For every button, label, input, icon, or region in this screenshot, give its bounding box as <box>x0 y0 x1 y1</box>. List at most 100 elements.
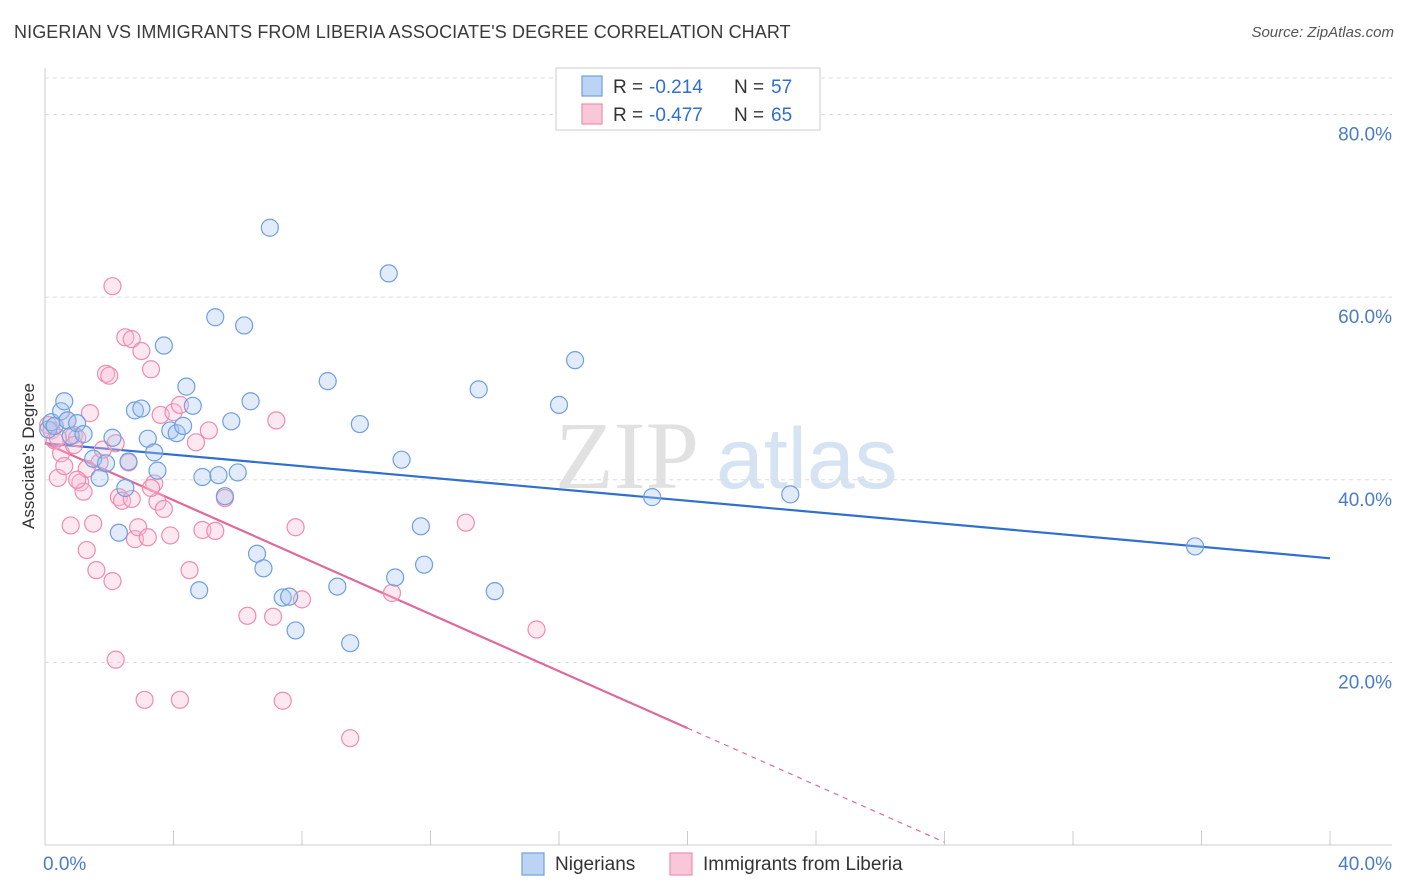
nigerian-point <box>109 523 128 542</box>
y-tick-labels: 20.0% 40.0% 60.0% 80.0% <box>1338 125 1392 694</box>
liberia-point <box>186 433 206 452</box>
nigerian-point <box>132 399 151 418</box>
liberia-point <box>77 540 96 560</box>
nigerian-point <box>350 414 369 434</box>
nigerian-point <box>119 452 138 471</box>
bottom-legend-liberia: Immigrants from Liberia <box>703 854 903 875</box>
nigerians-trendline <box>44 442 1331 560</box>
nigerian-point <box>125 401 145 420</box>
y-tick-label: 40.0% <box>1338 490 1392 511</box>
liberia-point <box>161 526 180 545</box>
liberia-point <box>170 690 190 709</box>
trendlines <box>44 442 1331 843</box>
nigerian-point <box>469 380 488 399</box>
liberia-point <box>164 403 183 422</box>
nigerian-point <box>222 412 241 431</box>
liberia-point <box>96 364 116 383</box>
nigerian-point <box>549 395 569 414</box>
liberia-point <box>122 330 141 349</box>
bottom-legend-swatch-liberia <box>669 852 693 876</box>
nigerian-point <box>190 581 209 600</box>
nigerian-point <box>193 467 212 487</box>
liberia-point <box>141 360 161 379</box>
nigerian-point <box>386 568 405 587</box>
liberia-point <box>267 411 286 430</box>
y-tick-label: 20.0% <box>1338 672 1392 693</box>
nigerian-point <box>286 621 305 640</box>
liberia-point <box>273 691 292 710</box>
liberia-point <box>154 499 173 519</box>
liberia-point <box>39 415 58 435</box>
liberia-point <box>116 328 135 347</box>
nigerian-point <box>411 517 430 536</box>
liberia-point <box>138 528 157 547</box>
nigerian-point <box>116 478 135 498</box>
liberia-point <box>132 341 151 361</box>
liberia-point <box>135 690 154 709</box>
liberia-point <box>141 478 161 498</box>
axes <box>44 68 1392 846</box>
nigerian-point <box>254 559 273 578</box>
nigerian-point <box>215 487 234 506</box>
liberia-point <box>193 520 212 540</box>
nigerian-point <box>209 466 228 485</box>
nigerian-point <box>643 488 662 507</box>
liberia-point <box>206 521 225 540</box>
legend-r-value-2: -0.477 <box>649 105 703 126</box>
legend-n-value-1: 57 <box>771 77 792 98</box>
nigerian-point <box>392 450 411 469</box>
nigerian-point <box>565 351 585 370</box>
nigerian-point <box>318 372 337 391</box>
liberia-point <box>382 583 402 603</box>
liberia-point <box>286 518 305 537</box>
x-tick-label: 0.0% <box>43 854 86 875</box>
liberia-point <box>170 395 190 414</box>
y-tick-label: 60.0% <box>1338 307 1392 328</box>
nigerian-point <box>379 264 398 283</box>
liberia-trendline-extension <box>687 727 945 843</box>
liberia-point <box>527 620 546 639</box>
legend: R = -0.214 N = 57 R = -0.477 N = 65 <box>555 67 821 131</box>
liberia-point <box>84 514 103 533</box>
legend-n-label-1: N = <box>734 77 764 98</box>
bottom-legend-swatch-nigerians <box>521 852 545 876</box>
nigerian-point <box>328 577 347 596</box>
liberia-point <box>68 470 87 489</box>
nigerian-point <box>51 402 71 421</box>
liberia-point <box>100 366 119 385</box>
nigerian-point <box>96 454 116 473</box>
nigerian-point <box>145 443 164 462</box>
chart-title: NIGERIAN VS IMMIGRANTS FROM LIBERIA ASSO… <box>14 22 791 42</box>
y-axis-label: Associate's Degree <box>19 383 38 529</box>
liberia-point <box>106 650 125 669</box>
nigerian-point <box>341 634 360 653</box>
liberia-point <box>341 729 360 748</box>
bottom-legend: Nigerians Immigrants from Liberia <box>521 852 903 876</box>
nigerian-point <box>273 588 292 607</box>
nigerian-point <box>183 396 202 415</box>
nigerian-point <box>206 308 225 327</box>
liberia-trendline <box>44 442 688 730</box>
nigerian-point <box>260 218 279 237</box>
liberia-point <box>61 516 80 535</box>
liberia-point <box>199 421 218 440</box>
nigerian-point <box>68 414 87 433</box>
nigerian-point <box>154 336 173 355</box>
liberia-point <box>80 404 100 423</box>
nigerian-point <box>148 461 167 480</box>
data-points <box>39 218 1205 748</box>
nigerian-point <box>781 485 800 504</box>
liberia-point <box>103 277 122 296</box>
liberia-point <box>87 561 106 580</box>
nigerian-point <box>103 428 122 447</box>
watermark-atlas: atlas <box>716 411 898 507</box>
liberia-point <box>263 607 283 626</box>
liberia-point <box>122 489 141 509</box>
nigerian-point <box>74 425 93 444</box>
nigerian-point <box>280 587 299 606</box>
x-tick-labels: 0.0% 40.0% <box>43 854 1392 875</box>
source-note: Source: ZipAtlas.com <box>1251 24 1394 41</box>
liberia-point <box>180 561 199 580</box>
bottom-legend-nigerians: Nigerians <box>555 854 635 875</box>
